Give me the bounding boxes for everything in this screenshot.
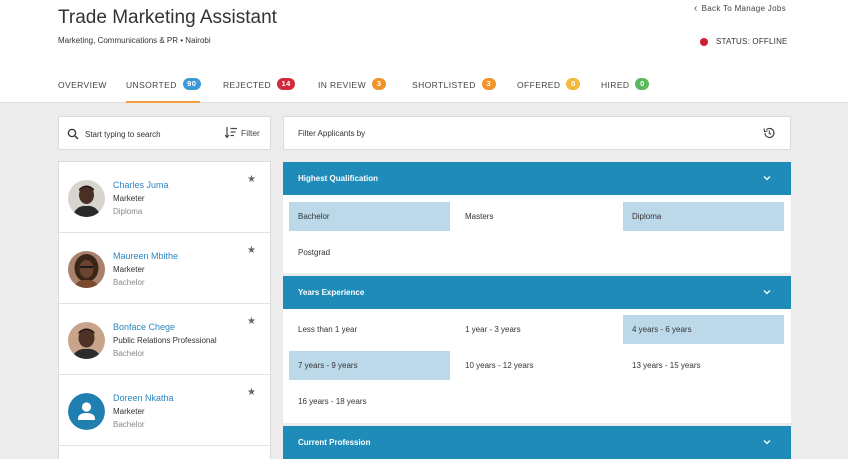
tab-label: REJECTED bbox=[223, 80, 272, 90]
chevron-down-icon bbox=[763, 440, 771, 445]
option-4-6-years[interactable]: 4 years - 6 years bbox=[623, 315, 784, 344]
tab-bar: OVERVIEW UNSORTED 90 REJECTED 14 IN REVI… bbox=[58, 78, 661, 103]
tab-unsorted[interactable]: UNSORTED 90 bbox=[126, 78, 201, 103]
option-7-9-years[interactable]: 7 years - 9 years bbox=[289, 351, 450, 380]
reset-history-icon[interactable] bbox=[762, 126, 776, 140]
avatar bbox=[68, 393, 105, 430]
candidate-card[interactable]: Maureen Mbithe Marketer Bachelor ★ bbox=[59, 233, 270, 304]
tab-count-badge: 0 bbox=[635, 78, 650, 90]
candidate-education: Bachelor bbox=[113, 349, 145, 358]
filter-section-profession: Current Profession bbox=[283, 426, 791, 459]
job-subtitle: Marketing, Communications & PR • Nairobi bbox=[58, 36, 211, 45]
tab-hired[interactable]: HIRED 0 bbox=[601, 78, 661, 103]
avatar bbox=[68, 180, 105, 217]
section-header-experience[interactable]: Years Experience bbox=[283, 276, 791, 309]
candidate-card[interactable]: Charles Juma Marketer Diploma ★ bbox=[59, 162, 270, 233]
section-header-profession[interactable]: Current Profession bbox=[283, 426, 791, 459]
status-dot-icon bbox=[700, 37, 708, 46]
chevron-down-icon bbox=[763, 176, 771, 181]
search-icon bbox=[67, 128, 79, 140]
candidate-name[interactable]: Doreen Nkatha bbox=[113, 393, 174, 403]
avatar bbox=[68, 251, 105, 288]
tab-count-badge: 90 bbox=[182, 78, 201, 90]
option-diploma[interactable]: Diploma bbox=[623, 202, 784, 231]
section-title: Highest Qualification bbox=[298, 174, 379, 183]
tab-label: OVERVIEW bbox=[58, 80, 107, 90]
tab-offered[interactable]: OFFERED 0 bbox=[517, 78, 601, 103]
tab-shortlisted[interactable]: SHORTLISTED 3 bbox=[412, 78, 517, 103]
tab-count-badge: 3 bbox=[481, 78, 496, 90]
chevron-down-icon bbox=[763, 290, 771, 295]
section-title: Years Experience bbox=[298, 288, 365, 297]
option-10-12-years[interactable]: 10 years - 12 years bbox=[465, 361, 534, 370]
option-16-18-years[interactable]: 16 years - 18 years bbox=[298, 397, 367, 406]
tab-label: HIRED bbox=[601, 80, 630, 90]
candidate-search-bar: Filter bbox=[58, 116, 271, 150]
filter-section-qualification: Highest Qualification Bachelor Masters D… bbox=[283, 162, 791, 273]
tab-rejected[interactable]: REJECTED 14 bbox=[223, 78, 314, 103]
candidate-card[interactable]: Bonface Chege Public Relations Professio… bbox=[59, 304, 270, 375]
back-to-manage-jobs-link[interactable]: ‹ Back To Manage Jobs bbox=[694, 2, 786, 14]
option-less-than-1-year[interactable]: Less than 1 year bbox=[298, 325, 358, 334]
candidate-role: Marketer bbox=[113, 265, 145, 274]
candidate-role: Public Relations Professional bbox=[113, 336, 217, 345]
job-status[interactable]: STATUS: OFFLINE bbox=[700, 37, 788, 46]
tab-label: SHORTLISTED bbox=[412, 80, 476, 90]
section-header-qualification[interactable]: Highest Qualification bbox=[283, 162, 791, 195]
filter-applicants-header: Filter Applicants by bbox=[283, 116, 791, 150]
star-icon[interactable]: ★ bbox=[247, 174, 256, 185]
option-masters[interactable]: Masters bbox=[465, 212, 494, 221]
candidate-role: Marketer bbox=[113, 407, 145, 416]
candidate-list: Charles Juma Marketer Diploma ★ Maureen … bbox=[58, 161, 271, 459]
back-link-label: Back To Manage Jobs bbox=[701, 4, 786, 13]
status-label: STATUS: OFFLINE bbox=[716, 37, 788, 46]
candidate-card[interactable]: Doreen Nkatha Marketer Bachelor ★ bbox=[59, 375, 270, 446]
person-icon bbox=[68, 393, 105, 430]
tab-count-badge: 3 bbox=[372, 78, 386, 90]
tab-count-badge: 14 bbox=[277, 78, 296, 90]
filter-applicants-title: Filter Applicants by bbox=[298, 129, 366, 138]
section-title: Current Profession bbox=[298, 438, 371, 447]
star-icon[interactable]: ★ bbox=[247, 316, 256, 327]
star-icon[interactable]: ★ bbox=[247, 387, 256, 398]
tab-count-badge: 0 bbox=[566, 78, 581, 90]
candidate-name[interactable]: Charles Juma bbox=[113, 180, 169, 190]
tab-overview[interactable]: OVERVIEW bbox=[58, 80, 126, 103]
tab-label: UNSORTED bbox=[126, 80, 177, 90]
avatar bbox=[68, 322, 105, 359]
search-input[interactable] bbox=[85, 127, 215, 141]
job-header: Trade Marketing Assistant Marketing, Com… bbox=[0, 0, 848, 103]
filter-sort-icon bbox=[225, 127, 237, 138]
chevron-left-icon: ‹ bbox=[694, 2, 698, 14]
tab-label: OFFERED bbox=[517, 80, 561, 90]
page-title: Trade Marketing Assistant bbox=[58, 7, 277, 28]
candidate-education: Bachelor bbox=[113, 278, 145, 287]
option-postgrad[interactable]: Postgrad bbox=[298, 248, 331, 257]
candidate-name[interactable]: Bonface Chege bbox=[113, 322, 176, 332]
candidate-education: Bachelor bbox=[113, 420, 145, 429]
option-13-15-years[interactable]: 13 years - 15 years bbox=[632, 361, 701, 370]
candidate-role: Marketer bbox=[113, 194, 145, 203]
tab-in-review[interactable]: IN REVIEW 3 bbox=[318, 78, 412, 103]
candidate-education: Diploma bbox=[113, 207, 143, 216]
filter-section-experience: Years Experience Less than 1 year 1 year… bbox=[283, 276, 791, 423]
option-bachelor[interactable]: Bachelor bbox=[289, 202, 450, 231]
filter-button[interactable]: Filter bbox=[225, 127, 260, 138]
candidate-name[interactable]: Maureen Mbithe bbox=[113, 251, 179, 261]
option-1-3-years[interactable]: 1 year - 3 years bbox=[465, 325, 521, 334]
tab-label: IN REVIEW bbox=[318, 80, 366, 90]
star-icon[interactable]: ★ bbox=[247, 245, 256, 256]
filter-button-label: Filter bbox=[241, 127, 260, 138]
